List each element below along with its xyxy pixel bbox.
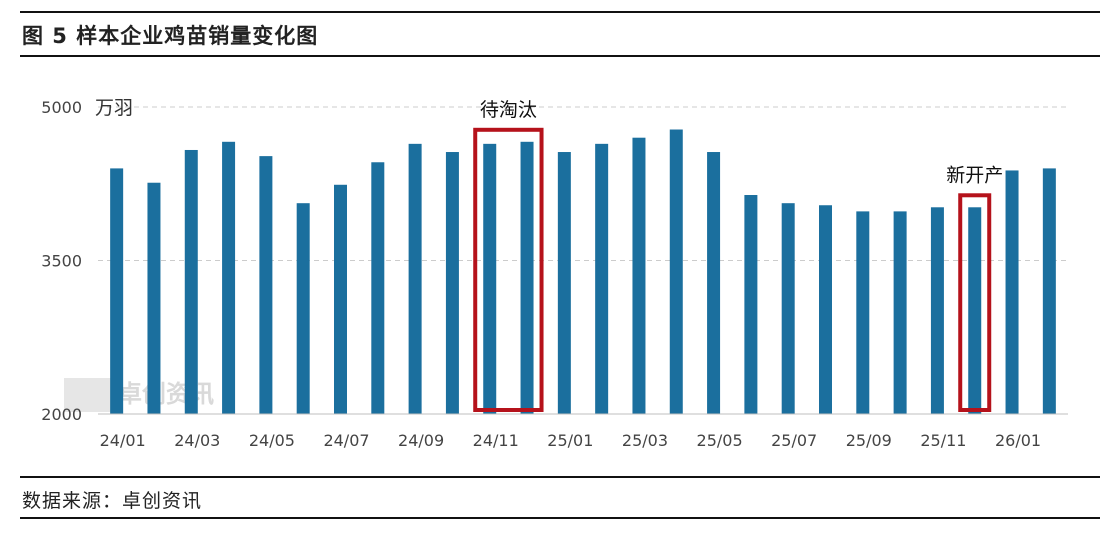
- bar: [893, 211, 907, 414]
- bar: [707, 152, 721, 414]
- bar: [1042, 168, 1056, 414]
- footer-top-rule: [20, 476, 1100, 478]
- watermark-layer: 卓创资讯: [64, 378, 214, 412]
- top-rule: [20, 11, 1100, 13]
- x-tick-label: 25/07: [771, 431, 817, 450]
- bar: [744, 195, 758, 414]
- figure-title: 图 5 样本企业鸡苗销量变化图: [22, 24, 319, 48]
- bar: [110, 168, 124, 414]
- y-tick-label: 2000: [41, 405, 82, 424]
- footer-bottom-rule: [20, 517, 1100, 519]
- x-tick-label: 24/01: [100, 431, 146, 450]
- y-tick-label: 3500: [41, 252, 82, 271]
- bar: [296, 203, 310, 414]
- x-tick-label: 24/03: [174, 431, 220, 450]
- x-tick-label: 24/11: [473, 431, 519, 450]
- x-tick-label: 24/07: [323, 431, 369, 450]
- unit-label: 万羽: [95, 97, 133, 119]
- x-tick-label: 25/03: [622, 431, 668, 450]
- bar: [445, 152, 459, 414]
- title-rule: [20, 55, 1100, 57]
- bar: [968, 207, 982, 414]
- annotation-label: 待淘汰: [480, 99, 537, 121]
- bar: [781, 203, 795, 414]
- bars: [110, 129, 1056, 415]
- bar: [632, 137, 646, 414]
- y-tick-label: 5000: [41, 98, 82, 117]
- x-tick-label: 24/05: [249, 431, 295, 450]
- watermark: 卓创资讯: [118, 380, 214, 408]
- bar: [930, 207, 944, 414]
- x-tick-label: 25/01: [547, 431, 593, 450]
- bar: [669, 129, 683, 414]
- x-tick-label: 25/09: [846, 431, 892, 450]
- bar: [483, 143, 497, 414]
- bar: [259, 156, 273, 414]
- bar: [595, 143, 609, 414]
- bar: [334, 184, 347, 414]
- bar: [371, 162, 385, 414]
- bar: [557, 152, 571, 414]
- bar: [147, 182, 161, 414]
- x-tick-label: 25/11: [920, 431, 966, 450]
- annotation-box: [958, 193, 992, 412]
- source-note: 数据来源：卓创资讯: [22, 490, 203, 512]
- annotation-box: [473, 127, 544, 412]
- x-tick-label: 25/05: [697, 431, 743, 450]
- bar: [819, 205, 832, 414]
- bar: [408, 143, 422, 414]
- bar: [856, 211, 870, 414]
- x-tick-label: 24/09: [398, 431, 444, 450]
- annotation-label: 新开产: [946, 164, 1003, 186]
- bar: [520, 141, 534, 414]
- watermark-logo-icon: [64, 378, 112, 412]
- gridlines: [98, 106, 1068, 261]
- bar: [184, 149, 198, 415]
- bar: [1005, 170, 1019, 414]
- x-tick-label: 26/01: [995, 431, 1041, 450]
- axes: 2000 3500 5000 24/01 24/03 24/05 24/07 24/09 24/…: [41, 98, 1068, 450]
- bar: [222, 141, 236, 414]
